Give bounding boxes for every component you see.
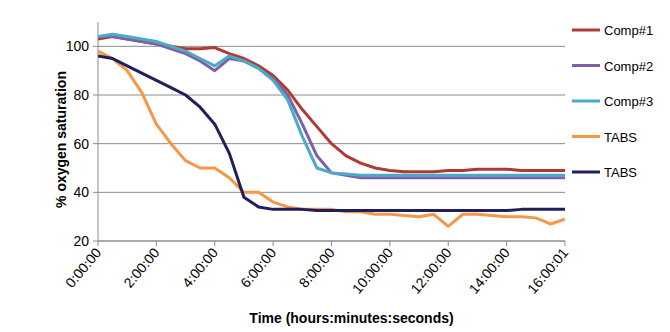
legend-label: TABS <box>604 130 637 145</box>
series-line <box>98 37 565 178</box>
x-tick <box>565 241 566 246</box>
legend-swatch <box>572 171 600 174</box>
grid-line <box>98 95 565 96</box>
legend-label: Comp#2 <box>604 59 653 74</box>
legend-swatch <box>572 100 600 103</box>
x-tick <box>156 241 157 246</box>
y-tick <box>93 143 98 144</box>
series-line <box>98 51 565 226</box>
x-tick-label: 8:00:00 <box>296 244 338 290</box>
legend-swatch <box>572 135 600 138</box>
x-tick-label: 10:00:00 <box>349 244 396 296</box>
series-line <box>98 37 565 172</box>
grid-line <box>98 192 565 193</box>
x-tick <box>331 241 332 246</box>
legend-label: TABS <box>604 165 637 180</box>
y-tick <box>93 46 98 47</box>
x-tick-label: 0:00:00 <box>62 244 104 290</box>
x-tick <box>389 241 390 246</box>
y-tick-label: 20 <box>73 233 89 249</box>
legend-swatch <box>572 29 600 32</box>
legend: Comp#1 Comp#2 Comp#3 TABS TABS <box>572 23 653 180</box>
y-tick <box>93 192 98 193</box>
y-tick-label: 80 <box>73 87 89 103</box>
y-tick-label: 60 <box>73 136 89 152</box>
x-tick-label: 12:00:00 <box>407 244 454 296</box>
y-tick-label: 100 <box>66 38 90 54</box>
series-line <box>98 56 565 211</box>
legend-swatch <box>572 64 600 67</box>
y-tick <box>93 241 98 242</box>
x-tick <box>506 241 507 246</box>
x-tick <box>273 241 274 246</box>
x-tick-label: 14:00:00 <box>466 244 513 296</box>
y-tick-label: 40 <box>73 184 89 200</box>
plot-lines <box>98 34 565 226</box>
x-tick-label: 2:00:00 <box>120 244 162 290</box>
x-tick-label: 4:00:00 <box>179 244 221 290</box>
x-tick-label: 16:00:01 <box>524 244 571 296</box>
legend-label: Comp#3 <box>604 94 653 109</box>
x-axis-title: Time (hours:minutes:seconds) <box>249 310 453 326</box>
legend-label: Comp#1 <box>604 23 653 38</box>
x-tick <box>214 241 215 246</box>
series-line <box>98 34 565 175</box>
x-tick <box>448 241 449 246</box>
y-tick <box>93 95 98 96</box>
chart: 20 40 60 80 100 0:00:00 2:00:00 4:00:00 6:00:00 8… <box>0 0 670 332</box>
x-tick <box>98 241 99 246</box>
y-axis-title: % oxygen saturation <box>53 71 69 208</box>
x-tick-label: 6:00:00 <box>237 244 279 290</box>
